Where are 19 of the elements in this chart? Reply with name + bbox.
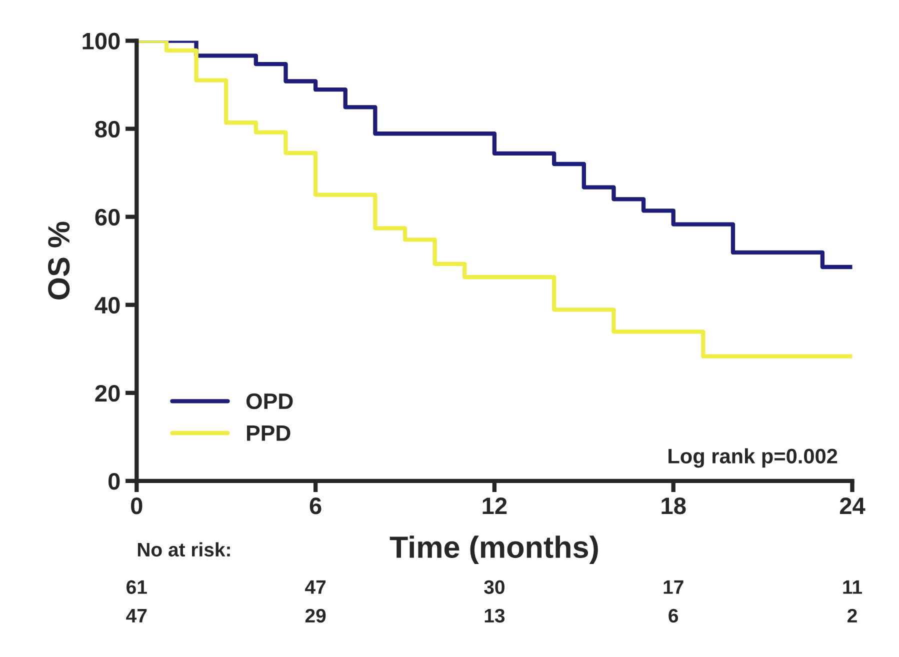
x-tick-label: 0 (131, 498, 142, 514)
y-tick-label: 80 (95, 120, 120, 138)
x-tick-label: 18 (662, 498, 686, 514)
y-tick-label: 100 (82, 32, 120, 50)
y-tick-label: 20 (95, 384, 120, 402)
text: 61 47 30 17 11 (126, 580, 862, 594)
text: No at risk: (138, 542, 230, 557)
y-tick-label: 60 (95, 208, 120, 226)
annotation: Log rank p=0.002 (668, 448, 838, 468)
y-axis-title: OS % (48, 222, 70, 300)
y-tick-label: 40 (94, 296, 120, 314)
x-tick-label: 24 (840, 498, 866, 514)
x-tick-label: 6 (310, 498, 322, 514)
text: 47 29 13 6 2 (126, 608, 857, 623)
x-axis-title: Time (months) (390, 536, 598, 564)
x-tick-label: 12 (482, 498, 507, 514)
y-tick-label: 0 (108, 472, 120, 490)
legend-label: OPD (246, 393, 293, 410)
legend-label: PPD (247, 425, 290, 441)
